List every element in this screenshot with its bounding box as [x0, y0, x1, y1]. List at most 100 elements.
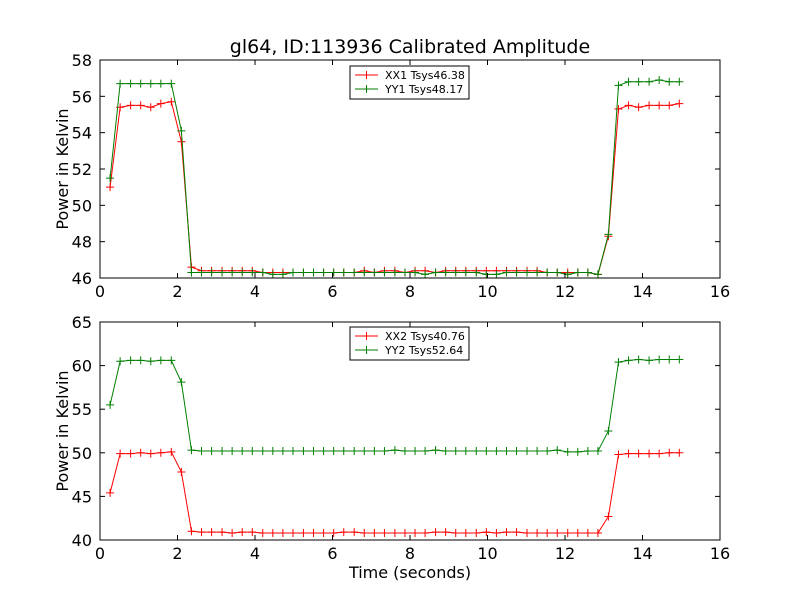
x-tick-label: 4 [250, 282, 260, 301]
data-point [228, 268, 237, 277]
data-point [146, 449, 155, 458]
data-point [441, 268, 450, 277]
x-tick-label: 8 [405, 282, 415, 301]
data-point [370, 529, 379, 538]
data-point [116, 449, 125, 458]
data-point [512, 447, 521, 456]
y-axis-label: Power in Kelvin [53, 370, 72, 491]
data-point [360, 529, 369, 538]
y-tick-label: 50 [72, 196, 92, 215]
data-point [451, 268, 460, 277]
data-point [573, 268, 582, 277]
data-point [502, 528, 511, 537]
data-point [543, 447, 552, 456]
data-point [665, 77, 674, 86]
x-tick-label: 2 [172, 544, 182, 563]
data-point [319, 447, 328, 456]
data-point [411, 447, 420, 456]
data-point [177, 126, 186, 135]
data-point [451, 447, 460, 456]
data-point [583, 268, 592, 277]
data-point [492, 529, 501, 538]
data-point [624, 356, 633, 365]
data-point [187, 268, 196, 277]
data-point [288, 268, 297, 277]
x-tick-label: 2 [172, 282, 182, 301]
data-point [258, 447, 267, 456]
data-point [116, 357, 125, 366]
data-point [218, 528, 227, 537]
data-point [309, 268, 318, 277]
data-point [126, 356, 135, 365]
data-point [238, 447, 247, 456]
data-point [350, 528, 359, 537]
data-point [655, 101, 664, 110]
data-point [512, 268, 521, 277]
data-point [360, 268, 369, 277]
data-point [451, 529, 460, 538]
data-point [421, 447, 430, 456]
data-point [146, 103, 155, 112]
x-tick-label: 8 [405, 544, 415, 563]
legend-marker [362, 332, 371, 340]
data-point [390, 529, 399, 538]
data-point [299, 447, 308, 456]
y-tick-label: 56 [72, 87, 92, 106]
data-point [624, 449, 633, 458]
data-point [472, 268, 481, 277]
data-point [339, 268, 348, 277]
data-point [238, 268, 247, 277]
data-point [553, 529, 562, 538]
data-point [614, 450, 623, 459]
data-point [431, 528, 440, 537]
data-point [400, 268, 409, 277]
data-point [258, 268, 267, 277]
data-point [177, 378, 186, 387]
data-point [156, 79, 165, 88]
data-point [634, 355, 643, 364]
data-point [207, 447, 216, 456]
x-tick-label: 4 [250, 544, 260, 563]
data-point [523, 447, 532, 456]
data-point [329, 529, 338, 538]
data-point [421, 529, 430, 538]
x-tick-label: 16 [710, 544, 730, 563]
data-point [278, 447, 287, 456]
data-point [665, 101, 674, 110]
data-point [655, 75, 664, 84]
data-point [380, 529, 389, 538]
data-point [634, 449, 643, 458]
data-point [645, 356, 654, 365]
data-point [156, 448, 165, 457]
data-point [329, 268, 338, 277]
legend-marker [362, 346, 371, 354]
legend-entry-label: XX1 Tsys46.38 [385, 69, 465, 82]
data-point [350, 268, 359, 277]
data-point [645, 101, 654, 110]
data-point [136, 356, 145, 365]
data-point [645, 449, 654, 458]
data-point [106, 400, 115, 409]
data-point [167, 356, 176, 365]
legend-entry-label: YY2 Tsys52.64 [384, 344, 463, 357]
data-point [634, 77, 643, 86]
chart-title: gl64, ID:113936 Calibrated Amplitude [230, 36, 590, 58]
data-point [136, 79, 145, 88]
data-point [563, 447, 572, 456]
data-point [146, 357, 155, 366]
data-point [461, 447, 470, 456]
data-point [533, 268, 542, 277]
data-point [411, 529, 420, 538]
data-point [543, 268, 552, 277]
data-point [492, 270, 501, 279]
legend-marker [362, 71, 371, 79]
data-point [624, 101, 633, 110]
data-point [675, 99, 684, 108]
data-point [278, 529, 287, 538]
x-tick-label: 16 [710, 282, 730, 301]
y-tick-label: 48 [72, 233, 92, 252]
data-point [482, 528, 491, 537]
